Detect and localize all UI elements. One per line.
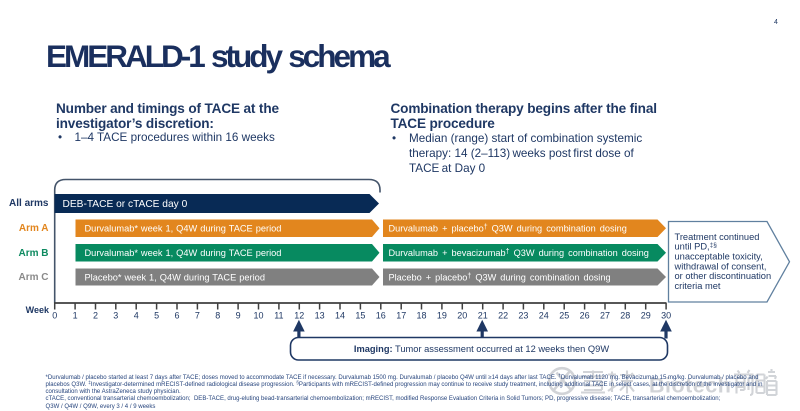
svg-text:2: 2 (93, 311, 98, 321)
svg-text:or other discontinuation: or other discontinuation (675, 271, 772, 281)
svg-text:13: 13 (315, 311, 325, 321)
svg-text:Durvalumab* week 1, Q4W during: Durvalumab* week 1, Q4W during TACE peri… (85, 248, 282, 258)
svg-text:5: 5 (154, 311, 159, 321)
svg-text:15: 15 (355, 311, 365, 321)
svg-text:Durvalumab + bevacizumab† Q3W: Durvalumab + bevacizumab† Q3W during com… (389, 248, 649, 258)
svg-text:6: 6 (174, 311, 179, 321)
svg-text:criteria met: criteria met (675, 281, 721, 291)
svg-text:Durvalumab* week 1, Q4W during: Durvalumab* week 1, Q4W during TACE peri… (85, 224, 282, 234)
svg-text:Treatment continued: Treatment continued (675, 232, 760, 242)
svg-text:1: 1 (73, 311, 78, 321)
svg-text:20: 20 (457, 311, 467, 321)
svg-text:30: 30 (661, 311, 671, 321)
svg-text:10: 10 (253, 311, 263, 321)
svg-text:25: 25 (559, 311, 569, 321)
svg-text:16: 16 (376, 311, 386, 321)
svg-text:Durvalumab + placebo† Q3W duri: Durvalumab + placebo† Q3W during combina… (389, 224, 627, 234)
svg-text:29: 29 (641, 311, 651, 321)
svg-text:11: 11 (274, 311, 283, 321)
svg-text:Placebo* week 1, Q4W during TA: Placebo* week 1, Q4W during TACE period (85, 273, 265, 283)
svg-text:Imaging: Tumor assessment occ: Imaging: Tumor assessment occurred at 12… (354, 344, 609, 354)
svg-text:14: 14 (335, 311, 345, 321)
svg-text:until PD,‡§: until PD,‡§ (675, 242, 718, 252)
svg-text:unacceptable toxicity,: unacceptable toxicity, (675, 252, 763, 262)
svg-text:9: 9 (236, 311, 241, 321)
svg-text:0: 0 (52, 311, 57, 321)
svg-text:27: 27 (600, 311, 610, 321)
svg-text:19: 19 (437, 311, 447, 321)
svg-text:22: 22 (498, 311, 508, 321)
svg-text:26: 26 (580, 311, 590, 321)
svg-text:3: 3 (113, 311, 118, 321)
svg-text:24: 24 (539, 311, 549, 321)
svg-text:28: 28 (620, 311, 630, 321)
svg-text:7: 7 (195, 311, 200, 321)
svg-text:withdrawal of consent,: withdrawal of consent, (674, 261, 767, 271)
svg-text:4: 4 (134, 311, 139, 321)
svg-text:8: 8 (215, 311, 220, 321)
svg-text:12: 12 (294, 311, 304, 321)
svg-text:21: 21 (478, 311, 488, 321)
svg-text:17: 17 (396, 311, 406, 321)
svg-text:DEB-TACE or cTACE day 0: DEB-TACE or cTACE day 0 (63, 199, 188, 210)
svg-text:Biotech: Biotech (649, 374, 731, 398)
svg-text:23: 23 (518, 311, 528, 321)
svg-text:Placebo + placebo† Q3W during: Placebo + placebo† Q3W during combinatio… (389, 273, 611, 283)
svg-text:18: 18 (416, 311, 426, 321)
